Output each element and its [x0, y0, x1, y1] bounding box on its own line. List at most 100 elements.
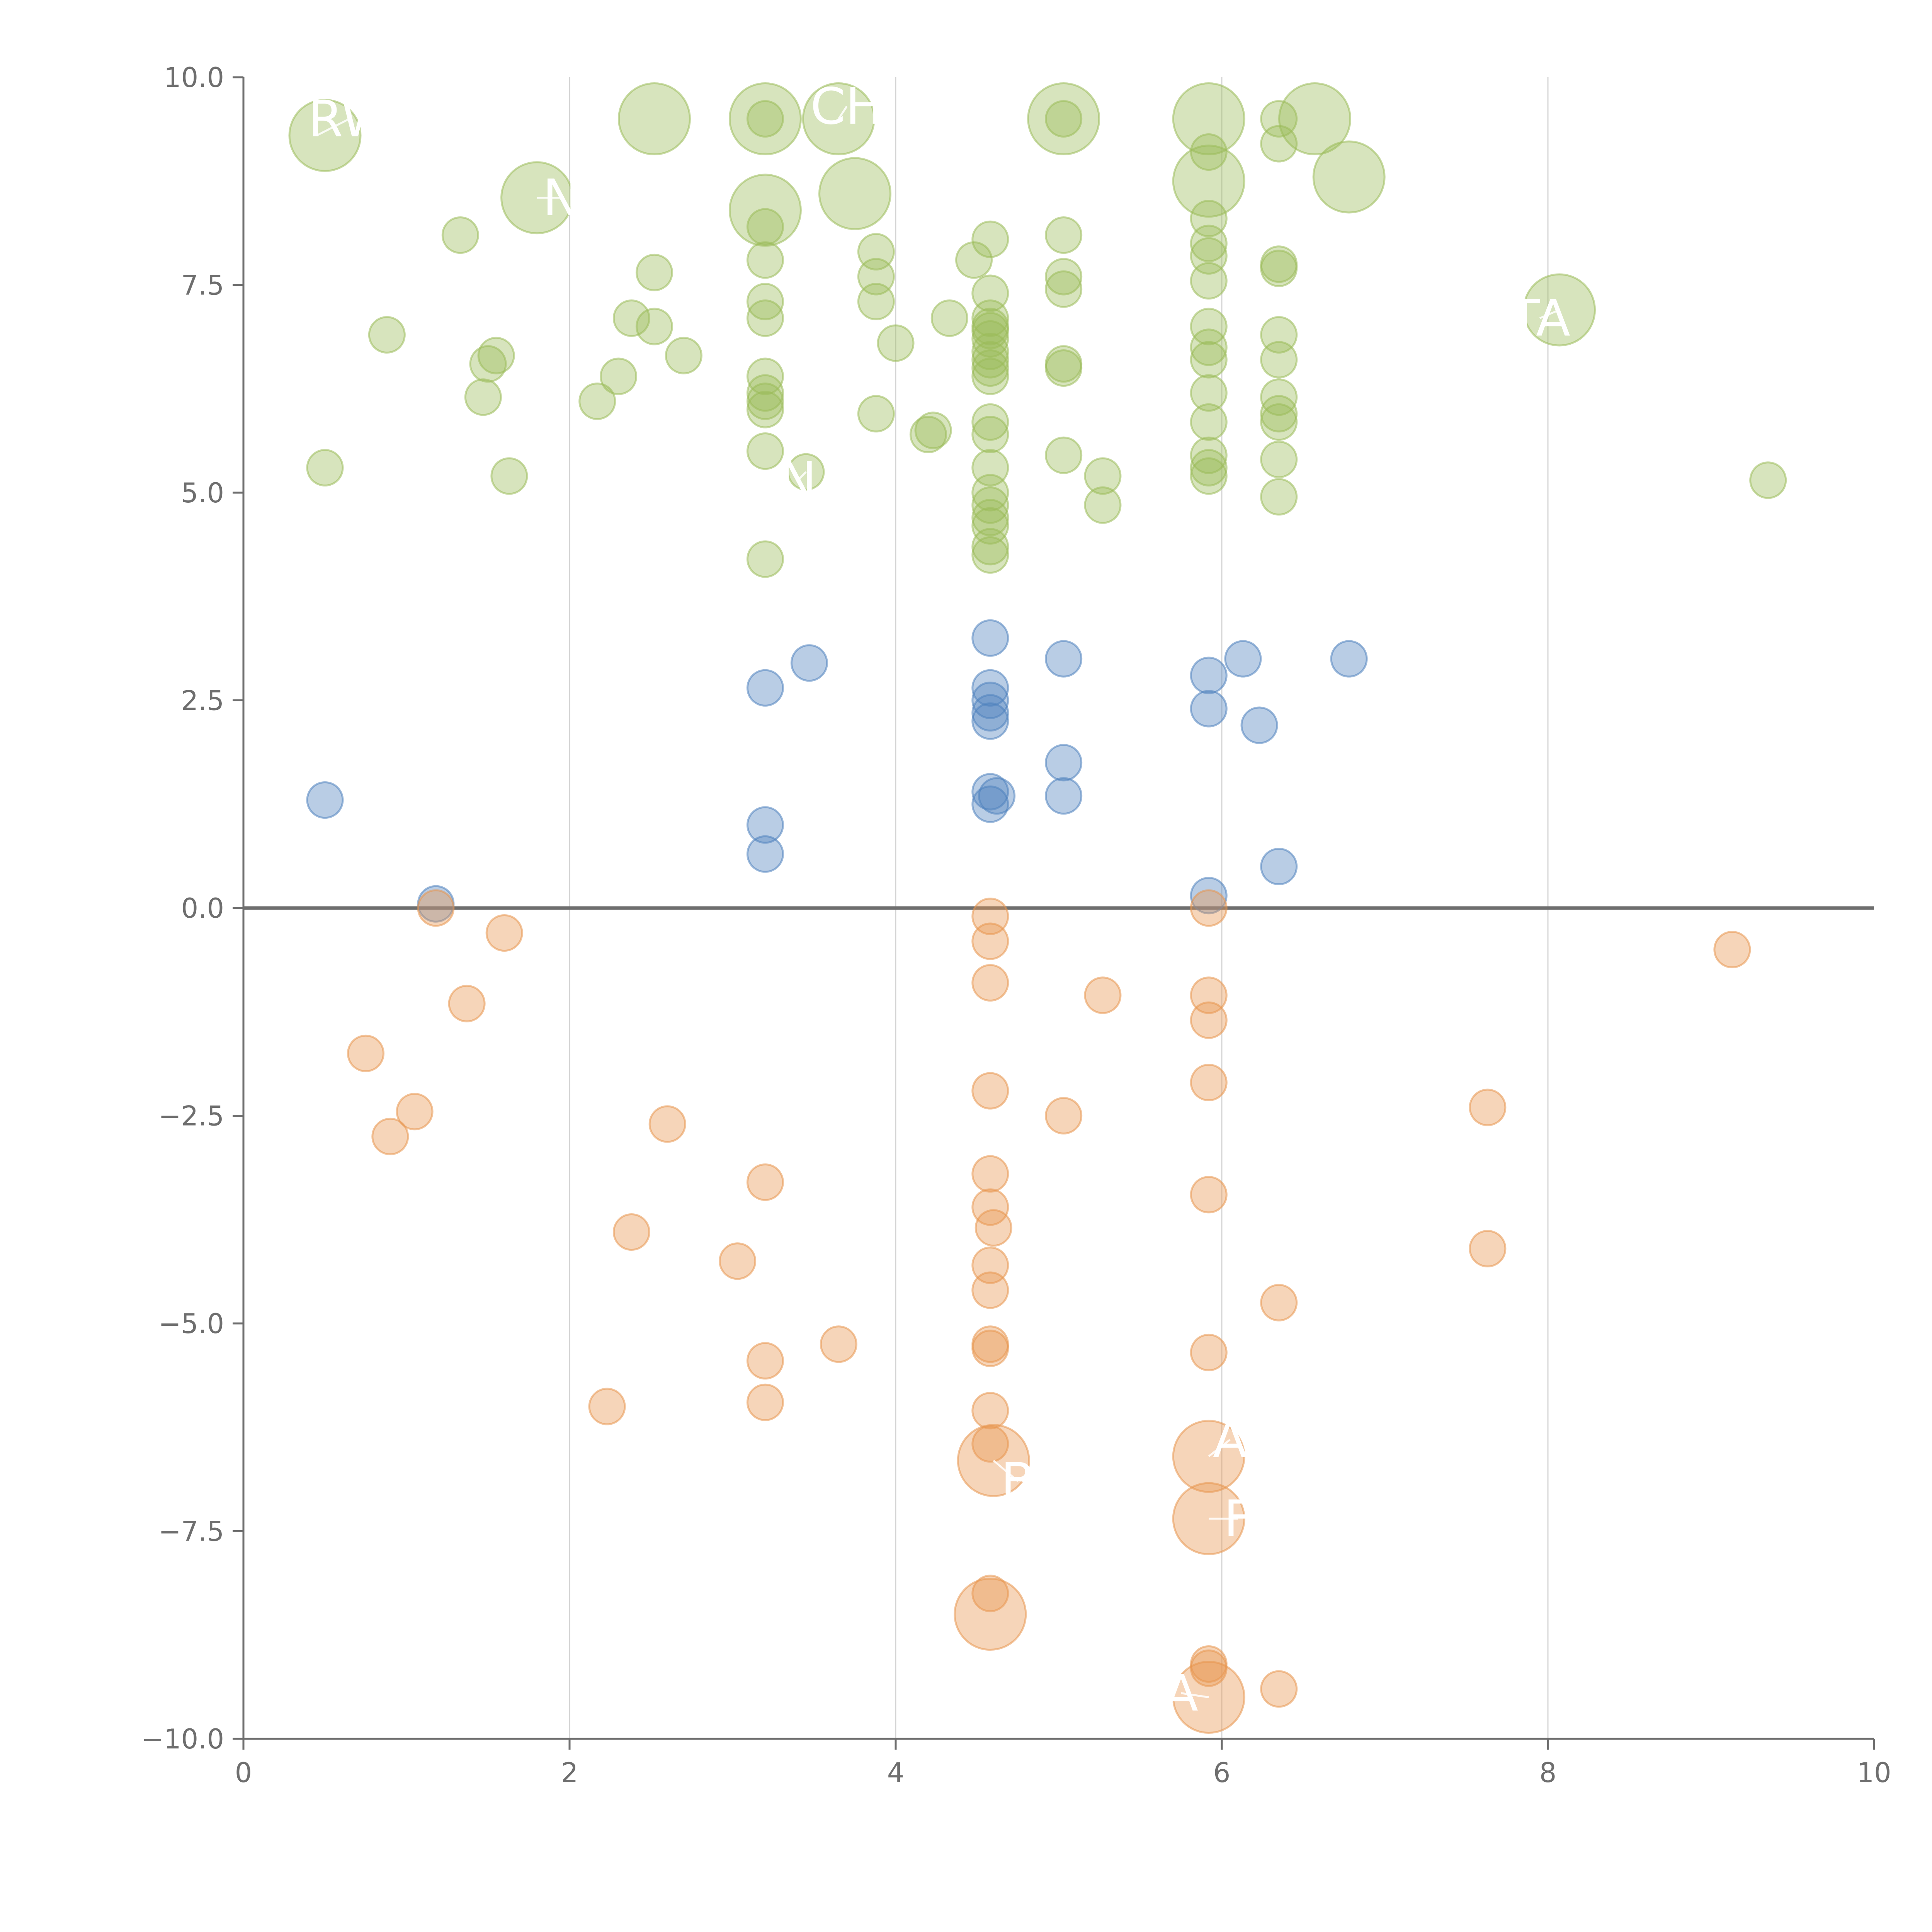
data-point	[1045, 349, 1083, 387]
annotation-leader-line	[797, 471, 807, 481]
point-annotation-label: B	[1001, 1452, 1035, 1511]
data-point	[971, 220, 1009, 258]
data-point	[971, 1575, 1009, 1612]
data-point	[746, 100, 784, 138]
tick-labels: 0 2 4 6 8 10 −10.0 −7.5 −5.0 −2.5 0.0 2.5 5.0 7.5 10.0	[141, 62, 1891, 1789]
data-point	[930, 299, 968, 337]
data-point	[1469, 1088, 1507, 1126]
data-point	[1045, 777, 1083, 815]
data-point	[1713, 931, 1751, 968]
y-tick-label: −7.5	[158, 1516, 224, 1548]
large-data-point	[1172, 145, 1245, 218]
data-point	[1084, 457, 1122, 495]
point-annotation-label: TA	[1509, 289, 1570, 348]
data-point	[971, 619, 1009, 657]
data-point	[347, 1034, 384, 1072]
data-point	[971, 357, 1009, 395]
data-point	[971, 403, 1009, 441]
large-data-point	[1312, 140, 1386, 214]
annotation-leader-line	[1539, 309, 1560, 319]
data-point	[612, 1213, 650, 1251]
data-point	[971, 320, 1009, 358]
annotation-leader-line	[993, 1459, 1019, 1482]
data-point	[1190, 403, 1228, 441]
point-annotation-label: CH	[810, 77, 883, 136]
y-tick-label: 2.5	[181, 685, 224, 717]
large-data-point	[818, 157, 891, 230]
data-point	[1190, 690, 1228, 728]
data-point	[820, 1325, 857, 1363]
large-data-point	[288, 99, 362, 172]
data-point	[1190, 328, 1228, 366]
point-annotation-label: A	[1164, 1664, 1198, 1723]
data-point	[746, 241, 784, 279]
data-point	[971, 341, 1009, 379]
data-point	[1190, 133, 1228, 171]
y-tick-label: 10.0	[164, 62, 224, 94]
data-point	[1260, 1670, 1298, 1708]
data-point	[971, 349, 1009, 387]
data-point	[1330, 640, 1368, 678]
large-data-point	[1027, 82, 1100, 155]
data-point	[971, 1425, 1009, 1463]
data-point	[971, 499, 1009, 536]
data-point	[1045, 1097, 1083, 1134]
data-points	[288, 82, 1787, 1734]
data-point	[490, 457, 528, 495]
data-point	[1224, 640, 1262, 678]
y-tick-label: −5.0	[158, 1308, 224, 1340]
data-point	[746, 540, 784, 578]
large-data-point	[1278, 82, 1352, 155]
data-point	[371, 1117, 409, 1155]
data-point	[746, 1383, 784, 1421]
data-point	[971, 1330, 1009, 1367]
data-point	[1084, 976, 1122, 1014]
data-point	[790, 644, 828, 682]
data-point	[857, 283, 895, 320]
point-annotation-label: RW	[308, 90, 391, 148]
data-point	[1045, 436, 1083, 474]
data-point	[1260, 250, 1298, 287]
data-point	[1260, 403, 1298, 441]
data-point	[612, 299, 650, 337]
annotation-leader-line	[838, 105, 848, 119]
data-point	[448, 985, 486, 1022]
data-point	[635, 308, 673, 345]
data-point	[955, 241, 993, 279]
large-data-point	[617, 82, 691, 155]
data-point	[914, 412, 952, 449]
data-point	[1190, 374, 1228, 412]
data-point	[1190, 889, 1228, 927]
data-point	[1260, 848, 1298, 885]
y-tick-label: 0.0	[181, 893, 224, 924]
point-annotation-label: N	[779, 451, 816, 510]
data-point	[396, 1093, 434, 1131]
data-point	[971, 416, 1009, 453]
data-point	[1260, 395, 1298, 433]
data-point	[1260, 478, 1298, 516]
y-tick-label: −2.5	[158, 1100, 224, 1132]
data-point	[971, 536, 1009, 574]
data-point	[485, 914, 523, 952]
data-point	[635, 253, 673, 291]
x-tick-label: 10	[1857, 1757, 1891, 1789]
data-point	[1190, 1064, 1228, 1101]
data-point	[306, 781, 344, 819]
data-point	[1190, 224, 1228, 262]
data-point	[971, 312, 1009, 350]
data-point	[746, 283, 784, 320]
large-data-point	[1172, 82, 1245, 155]
data-point	[1190, 1176, 1228, 1214]
data-point	[746, 669, 784, 707]
y-tick-label: 5.0	[181, 477, 224, 509]
data-point	[971, 702, 1009, 740]
data-point	[746, 391, 784, 429]
data-point	[719, 1242, 757, 1280]
data-point	[1240, 706, 1278, 744]
data-point	[306, 449, 344, 486]
data-point	[746, 432, 784, 470]
data-point	[1190, 449, 1228, 486]
data-point	[1045, 100, 1083, 138]
